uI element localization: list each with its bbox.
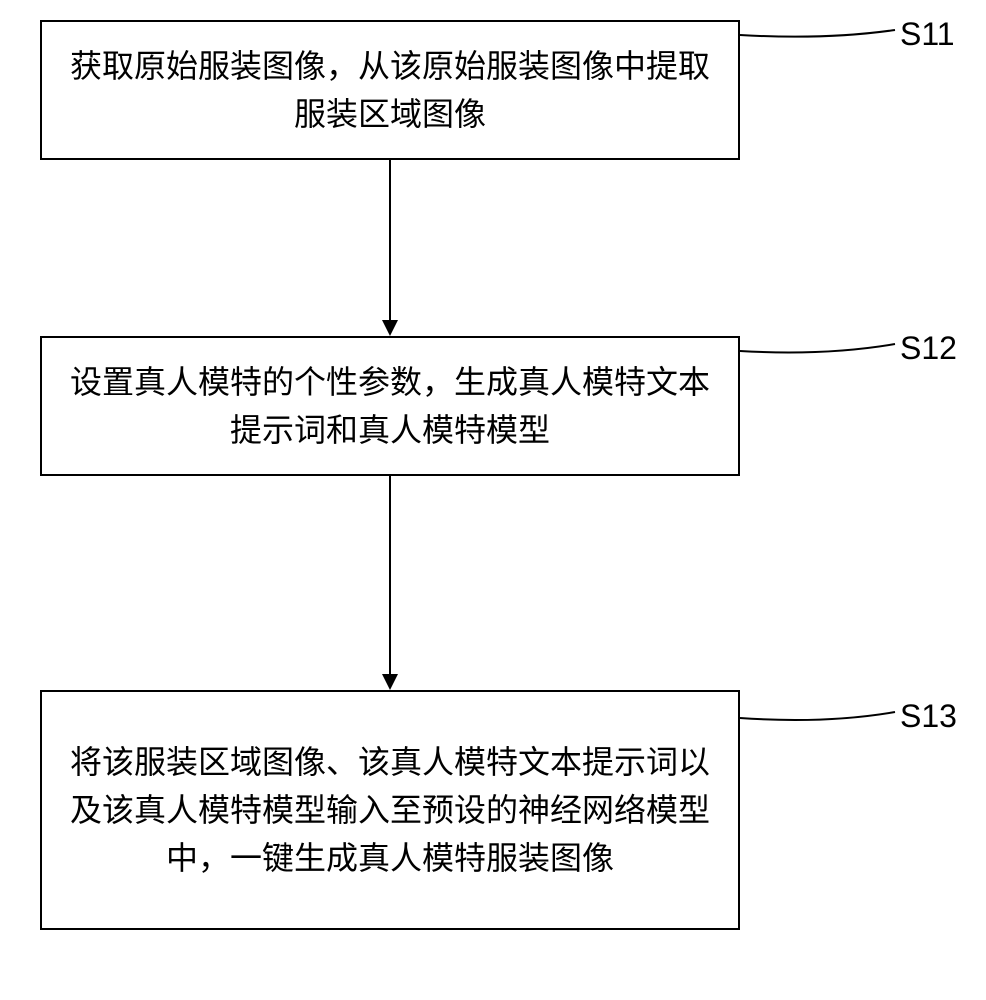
- step-label-s11: S11: [900, 16, 955, 53]
- flowchart-node-s11: 获取原始服装图像，从该原始服装图像中提取服装区域图像: [40, 20, 740, 160]
- flowchart-container: 获取原始服装图像，从该原始服装图像中提取服装区域图像 S11 设置真人模特的个性…: [0, 0, 986, 1000]
- label-text: S11: [900, 16, 955, 52]
- label-text: S12: [900, 330, 957, 366]
- step-label-s13: S13: [900, 698, 957, 735]
- flowchart-node-s12: 设置真人模特的个性参数，生成真人模特文本提示词和真人模特模型: [40, 336, 740, 476]
- flowchart-node-s13: 将该服装区域图像、该真人模特文本提示词以及该真人模特模型输入至预设的神经网络模型…: [40, 690, 740, 930]
- node-text: 将该服装区域图像、该真人模特文本提示词以及该真人模特模型输入至预设的神经网络模型…: [62, 738, 718, 882]
- node-text: 设置真人模特的个性参数，生成真人模特文本提示词和真人模特模型: [62, 358, 718, 454]
- node-text: 获取原始服装图像，从该原始服装图像中提取服装区域图像: [62, 42, 718, 138]
- step-label-s12: S12: [900, 330, 957, 367]
- label-text: S13: [900, 698, 957, 734]
